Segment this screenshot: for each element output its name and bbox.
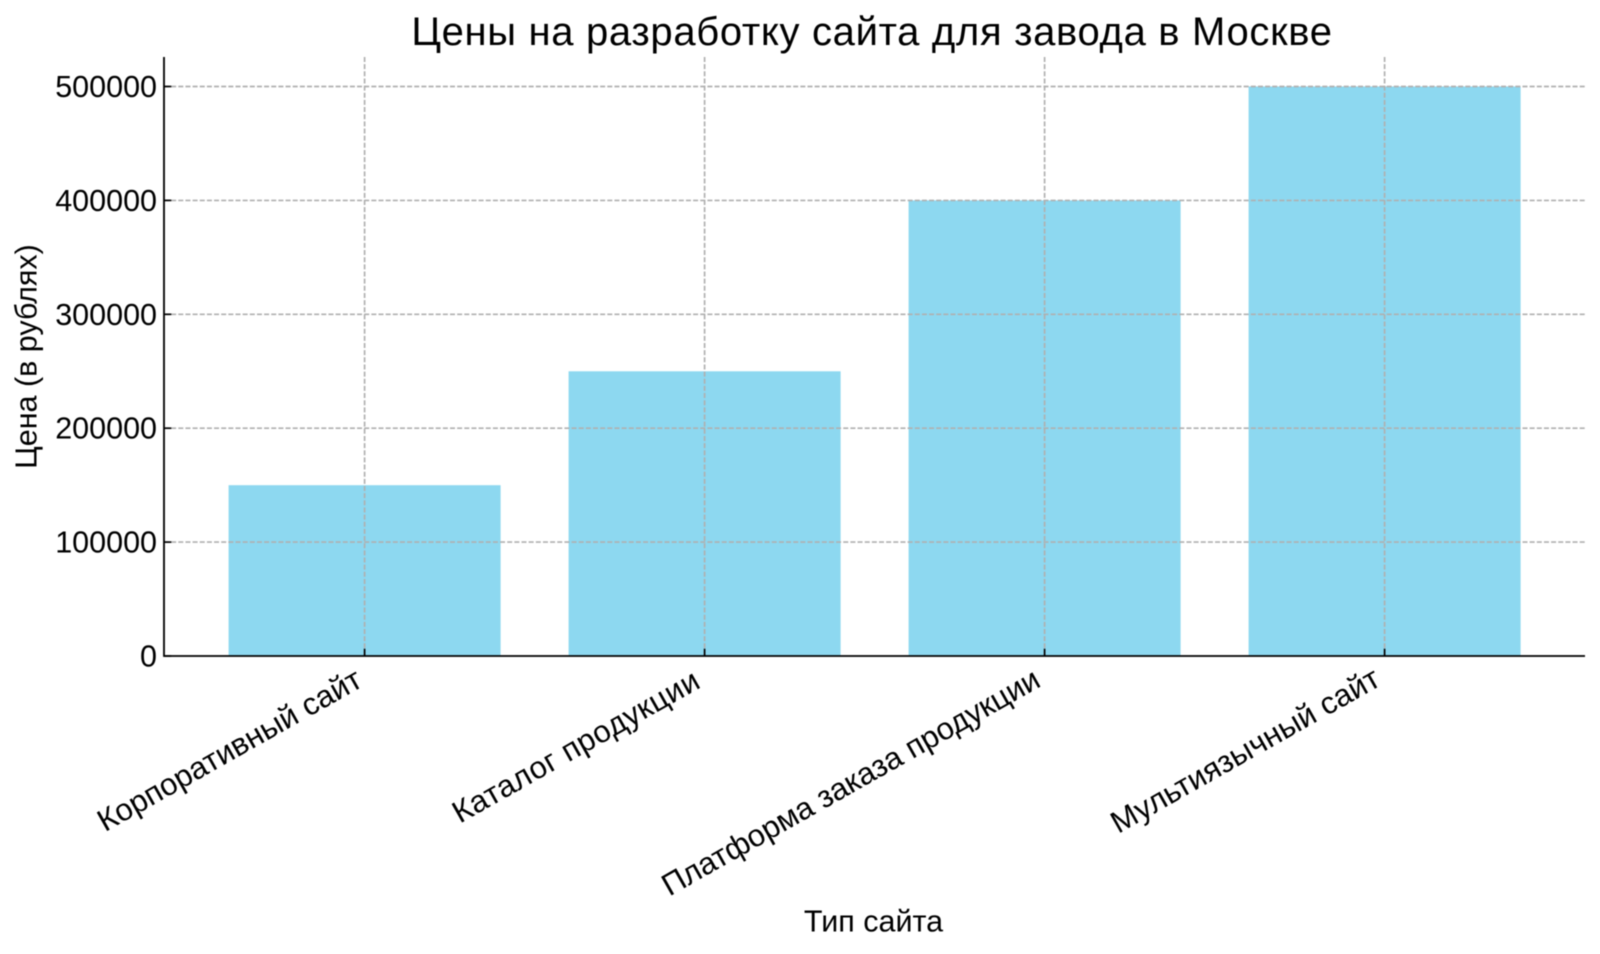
svg-text:200000: 200000 xyxy=(55,412,157,446)
svg-text:100000: 100000 xyxy=(55,526,157,560)
svg-text:300000: 300000 xyxy=(55,298,157,332)
svg-text:0: 0 xyxy=(140,640,157,674)
svg-text:Цена (в рублях): Цена (в рублях) xyxy=(10,244,44,469)
svg-text:500000: 500000 xyxy=(55,70,157,104)
svg-text:Тип сайта: Тип сайта xyxy=(804,905,943,939)
svg-text:400000: 400000 xyxy=(55,184,157,218)
svg-text:Цены на разработку сайта для з: Цены на разработку сайта для завода в Мо… xyxy=(411,10,1332,54)
